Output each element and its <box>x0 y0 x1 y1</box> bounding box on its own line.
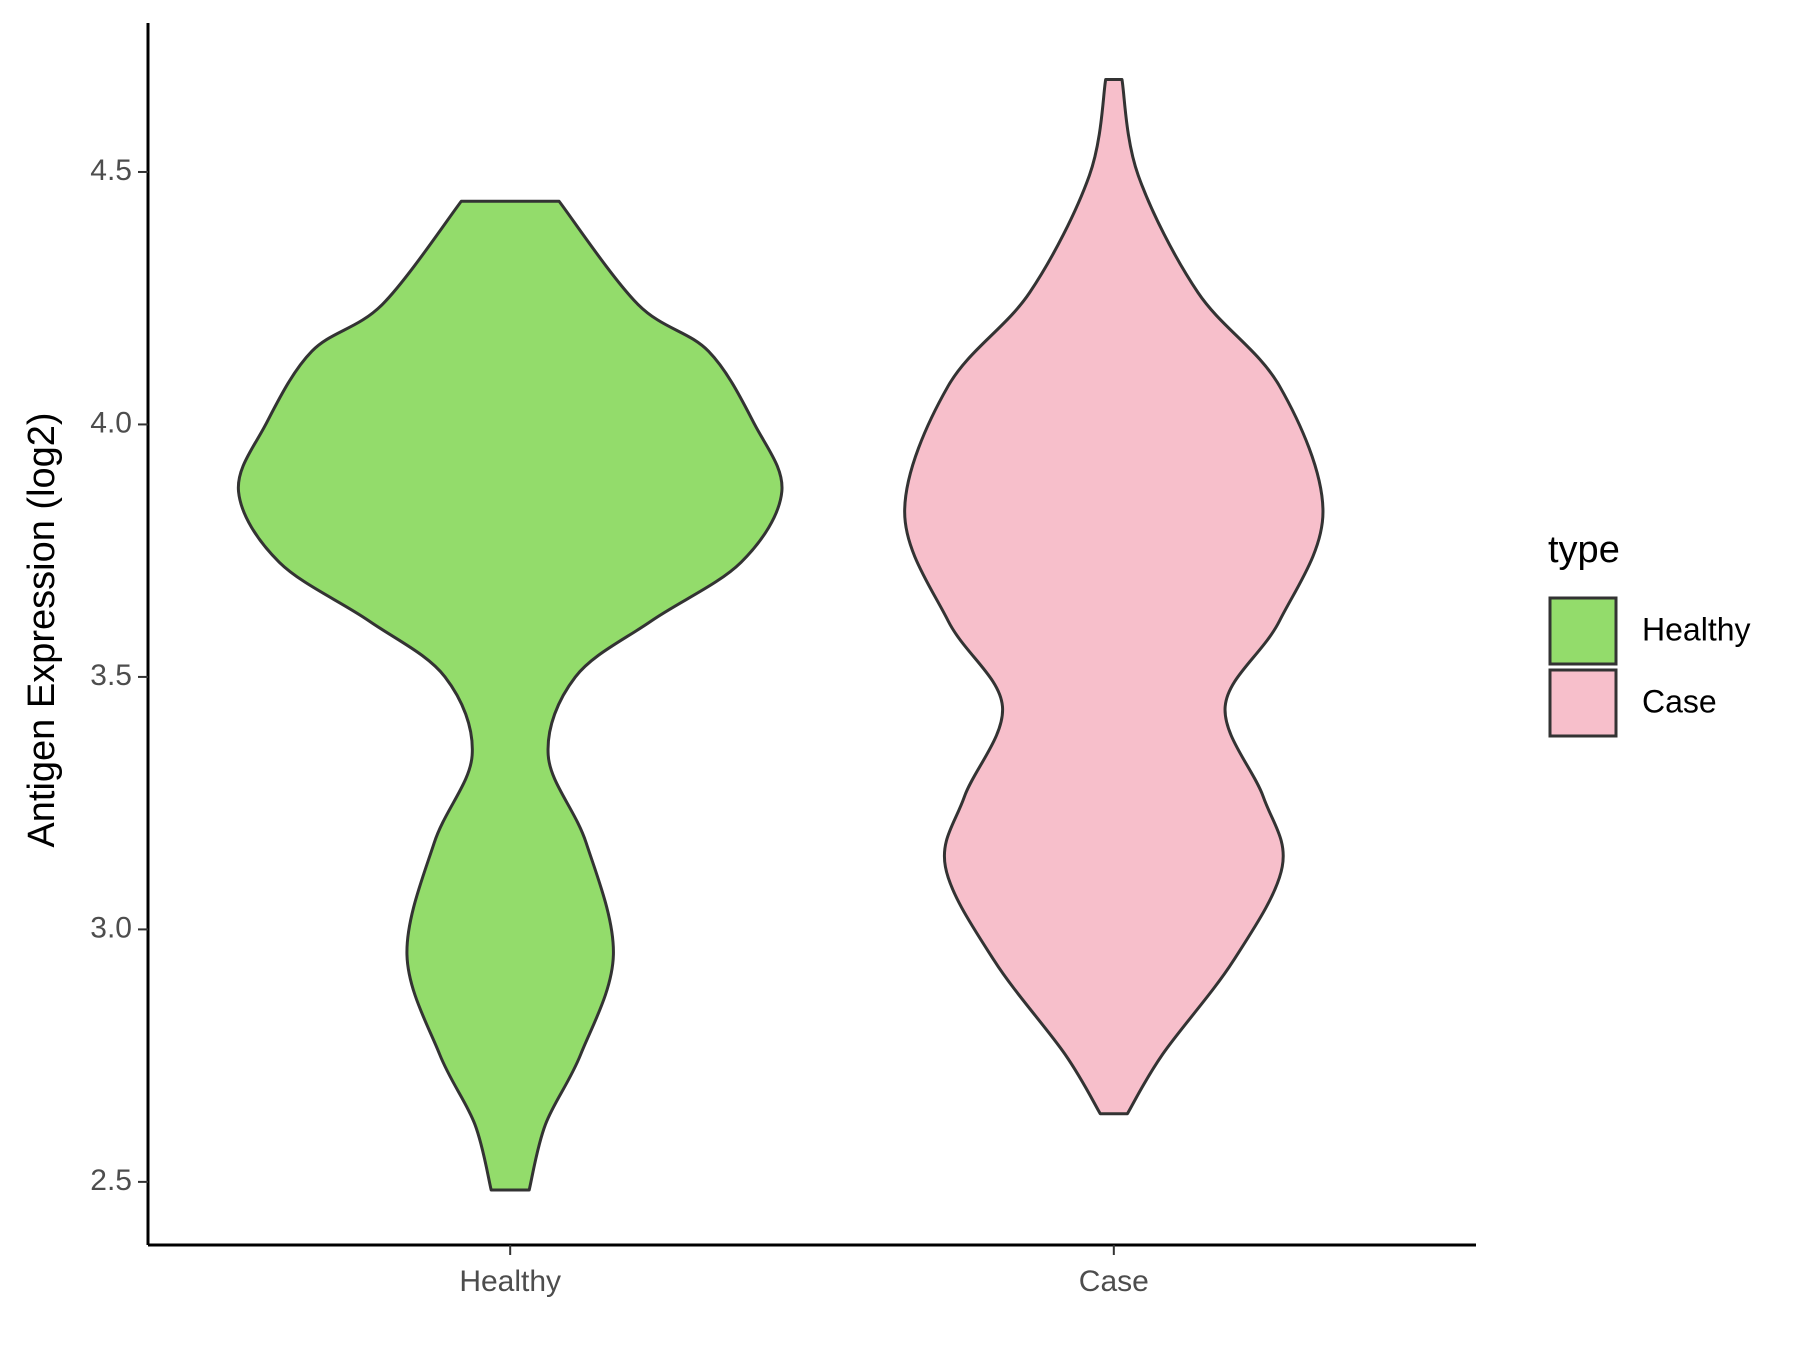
legend-label: Case <box>1642 683 1717 719</box>
violin <box>903 78 1325 1116</box>
legend-label: Healthy <box>1642 611 1751 647</box>
y-axis-title: Antigen Expression (log2) <box>21 412 63 847</box>
violin <box>236 199 784 1192</box>
y-tick-label: 3.5 <box>90 659 132 692</box>
y-tick-label: 2.5 <box>90 1164 132 1197</box>
x-tick-label: Healthy <box>459 1265 561 1298</box>
legend-key <box>1548 596 1618 666</box>
y-tick-label: 4.5 <box>90 154 132 187</box>
y-tick-label: 3.0 <box>90 911 132 944</box>
y-tick-label: 4.0 <box>90 406 132 439</box>
legend-title: type <box>1548 529 1620 571</box>
legend-key <box>1548 668 1618 738</box>
x-tick-label: Case <box>1079 1265 1149 1298</box>
